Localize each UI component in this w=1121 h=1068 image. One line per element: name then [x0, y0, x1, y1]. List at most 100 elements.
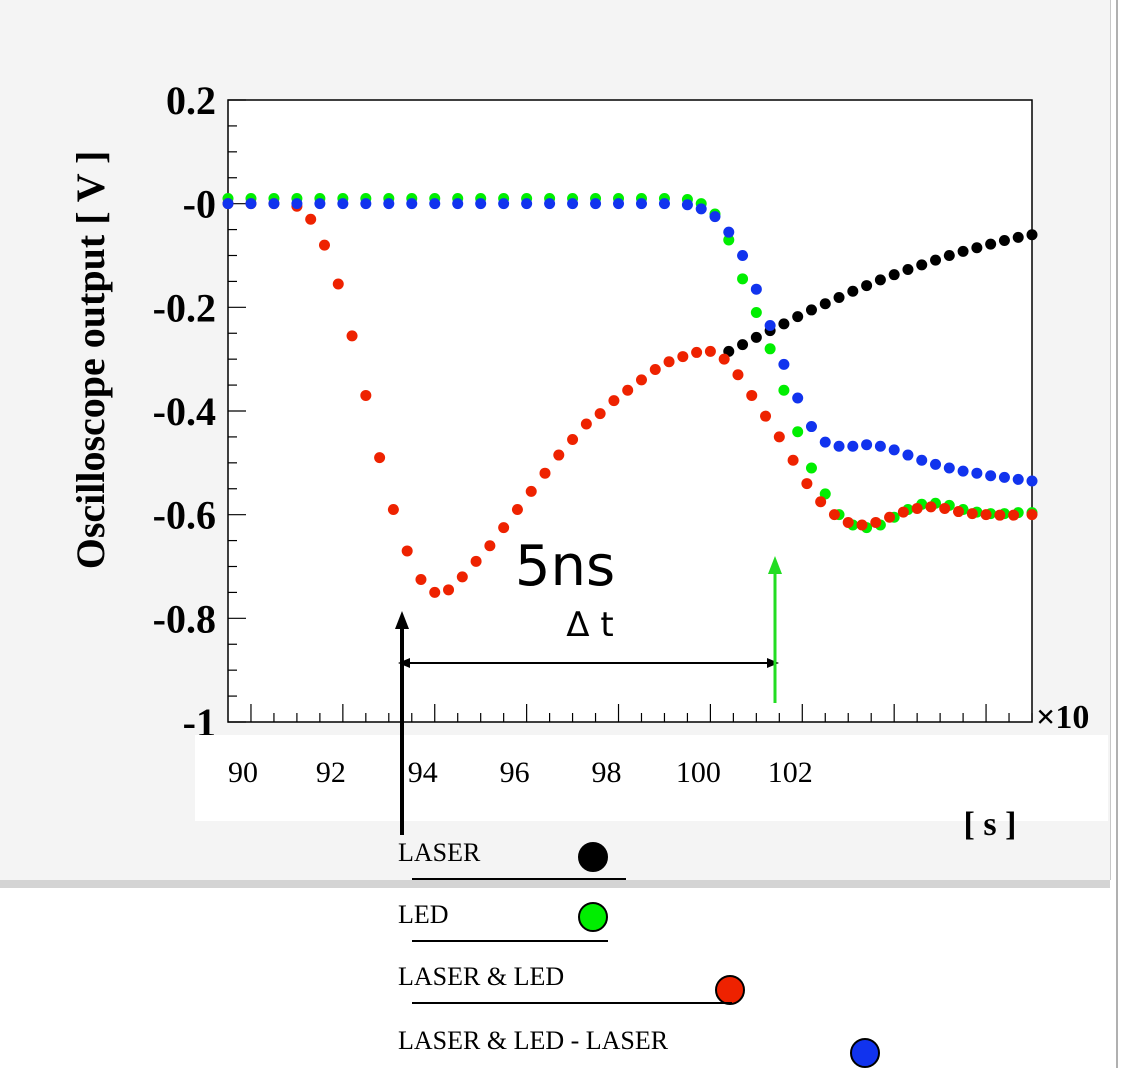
data-point: [805, 304, 817, 316]
data-point: [332, 278, 344, 290]
data-point: [677, 351, 689, 363]
data-point: [746, 389, 758, 401]
data-point: [291, 198, 303, 210]
data-point: [567, 198, 579, 210]
data-point: [544, 198, 556, 210]
legend-marker: [578, 902, 608, 932]
data-point: [1008, 509, 1020, 521]
data-point: [980, 509, 992, 521]
delta-t-arrow-left-head: [398, 658, 410, 668]
data-point: [792, 392, 804, 404]
data-point: [383, 198, 395, 210]
data-point: [456, 571, 468, 583]
legend-label: LED: [398, 900, 449, 929]
data-point: [594, 408, 606, 420]
data-point: [985, 238, 997, 250]
data-point: [833, 291, 845, 303]
right-rule: [1116, 0, 1118, 1068]
plot-frame: [227, 99, 1033, 723]
data-point: [815, 496, 827, 508]
legend-separator: [412, 1002, 732, 1004]
legend-marker: [850, 1038, 880, 1068]
data-point: [805, 462, 817, 474]
legend-marker: [578, 842, 608, 872]
data-point: [718, 353, 730, 365]
data-point: [525, 485, 537, 497]
data-point: [998, 234, 1010, 246]
data-point: [874, 274, 886, 286]
data-point: [760, 410, 772, 422]
data-point: [663, 356, 675, 368]
data-point: [792, 426, 804, 438]
data-point: [847, 285, 859, 297]
data-point: [778, 318, 790, 330]
y-tick-label: -0.6: [153, 493, 216, 538]
y-tick-label: -0.4: [153, 389, 216, 434]
data-point: [268, 198, 280, 210]
delta-t-arrow-right-head: [767, 658, 779, 668]
series-laser-led-laser: [222, 198, 1038, 487]
data-point: [971, 467, 983, 479]
data-point: [484, 540, 496, 552]
data-point: [737, 273, 749, 285]
data-point: [764, 319, 776, 331]
y-axis-title: Oscilloscope output [ V ]: [68, 151, 113, 570]
data-point: [723, 226, 735, 238]
data-point: [580, 418, 592, 430]
annotation-delta-t: Δ t: [566, 605, 613, 645]
data-point: [498, 198, 510, 210]
data-point: [902, 449, 914, 461]
y-tick-label: -0: [183, 182, 216, 227]
data-point: [943, 462, 955, 474]
data-point: [828, 509, 840, 521]
data-point: [957, 465, 969, 477]
data-point: [842, 516, 854, 528]
led-arrow-head: [768, 556, 782, 574]
legend-marker: [715, 975, 745, 1005]
data-point: [567, 434, 579, 446]
data-point: [801, 478, 813, 490]
data-point: [415, 573, 427, 585]
data-point: [884, 511, 896, 523]
legend-label: LASER & LED - LASER: [398, 1026, 669, 1055]
data-point: [952, 506, 964, 518]
data-point: [897, 506, 909, 518]
x-exponent-label: ×10: [1036, 699, 1089, 736]
data-point: [971, 242, 983, 254]
data-point: [318, 239, 330, 251]
data-point: [957, 245, 969, 257]
data-point: [401, 545, 413, 557]
y-tick-label: -0.2: [153, 285, 216, 330]
data-point: [360, 198, 372, 210]
data-point: [833, 440, 845, 452]
data-point: [819, 298, 831, 310]
data-point: [511, 503, 523, 515]
data-point: [874, 440, 886, 452]
data-point: [1026, 475, 1038, 487]
legend-label: LASER: [398, 838, 481, 867]
data-point: [861, 280, 873, 292]
data-point: [337, 198, 349, 210]
data-point: [539, 467, 551, 479]
data-point: [994, 509, 1006, 521]
data-point: [778, 358, 790, 370]
data-point: [902, 263, 914, 275]
data-point: [245, 198, 257, 210]
data-point: [911, 502, 923, 514]
data-point: [590, 198, 602, 210]
data-point: [709, 211, 721, 223]
data-point: [888, 444, 900, 456]
data-point: [1012, 231, 1024, 243]
data-point: [737, 250, 749, 261]
data-point: [792, 311, 804, 323]
data-point: [695, 203, 707, 215]
data-point: [305, 213, 317, 225]
data-point: [819, 436, 831, 448]
data-point: [429, 198, 441, 210]
data-point: [750, 283, 762, 295]
data-point: [966, 508, 978, 520]
data-point: [805, 421, 817, 433]
data-point: [1012, 473, 1024, 485]
data-point: [1026, 229, 1038, 241]
